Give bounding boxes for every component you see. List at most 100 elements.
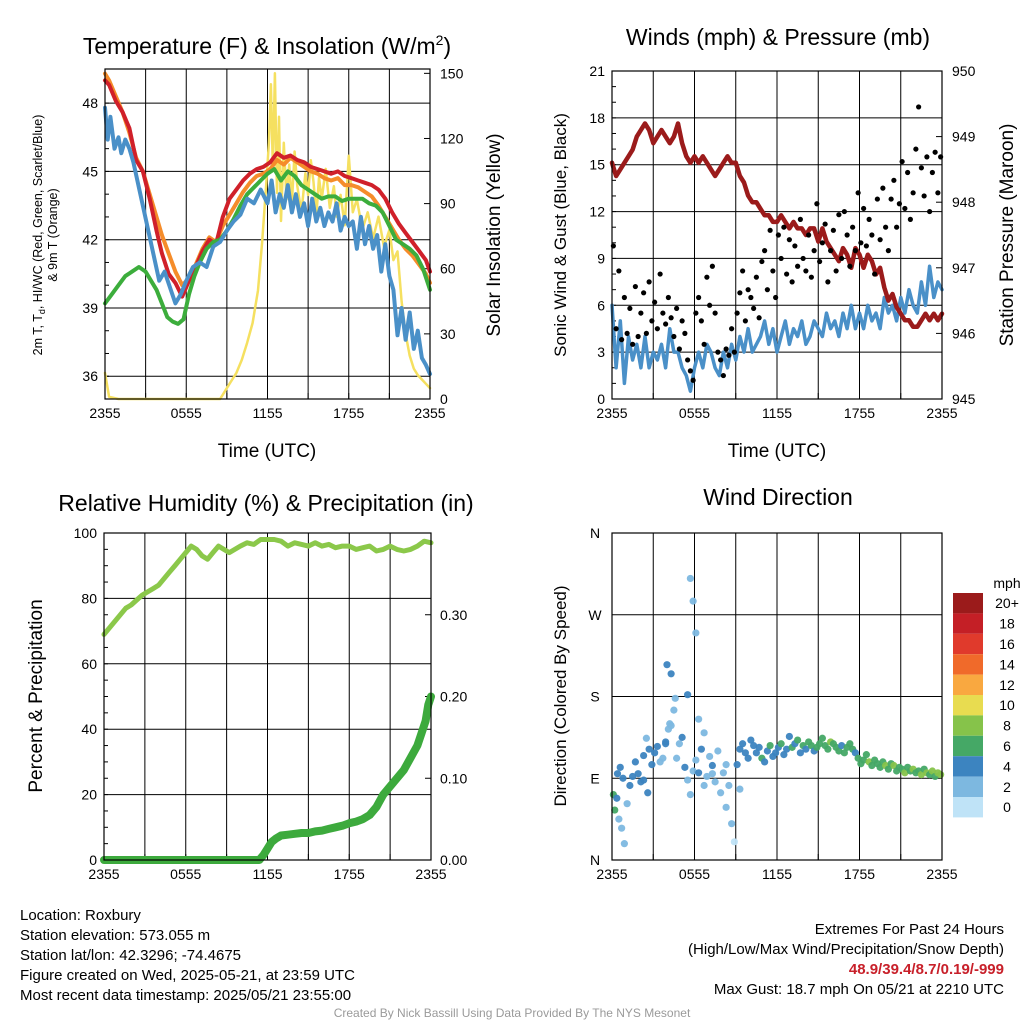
temp-ylabel-rest: , HI/WC (Red, Green, Scarlet/Blue) (31, 115, 45, 310)
wind-gust-point (715, 349, 721, 355)
dir-point (722, 803, 730, 811)
wind-gust-point (784, 271, 790, 277)
wind-series-pressure (609, 121, 945, 330)
rh-y2tick-label: 0.10 (440, 770, 467, 786)
wind-gust-point (712, 310, 718, 316)
temp-y2tick-label: 60 (440, 261, 456, 277)
legend-swatch (953, 797, 983, 818)
dir-point (802, 745, 810, 753)
wind-gust-point (687, 368, 693, 374)
dir-point (835, 747, 843, 755)
wind-gust-point (775, 232, 781, 238)
dir-point (700, 781, 708, 790)
rh-ytick-label: 0 (89, 852, 97, 868)
info-created: Figure created on Wed, 2025-05-21, at 23… (20, 967, 355, 984)
wind-gust-point (905, 169, 911, 176)
wind-gust-point (899, 158, 905, 165)
dir-xtick-label: 1155 (762, 866, 792, 882)
wind-gust-point (652, 299, 658, 305)
wind-plot: 2355 0555 1155 1755 235503691215182194594694… (551, 63, 1018, 462)
temp-xtick-label: 1755 (333, 405, 364, 421)
wind-gust-point (660, 310, 666, 316)
temp-title: Temperature (F) & Insolation (W/m2) (83, 32, 451, 59)
temp-ytick-label: 36 (82, 368, 98, 384)
dir-point (619, 774, 627, 782)
dir-point (851, 749, 859, 757)
wind-y2tick-label: 945 (952, 391, 976, 407)
dir-point (744, 754, 752, 762)
credit-line: Created By Nick Bassill Using Data Provi… (333, 1006, 691, 1020)
dir-point (763, 747, 771, 755)
wind-gust-point (803, 268, 809, 274)
dir-point (736, 785, 744, 793)
wind-gust-point (902, 205, 908, 212)
wind-gust-point (690, 377, 696, 383)
dir-point (818, 734, 826, 742)
direction-title: Wind Direction (703, 484, 853, 510)
rh-grid (103, 533, 432, 860)
wind-gust-point (701, 341, 707, 347)
dir-point (684, 776, 692, 784)
wind-series-speed (610, 264, 944, 393)
temp-series-temp_9m (103, 71, 432, 288)
dir-xtick-label: 2355 (926, 866, 957, 882)
wind-gust-point (709, 263, 715, 269)
temp-plot: 2355 0555 1155 1755 2355 36 39 42 45 48 0 30 60 90 120… (31, 65, 505, 462)
wind-gust-point (751, 305, 757, 312)
dir-point (700, 729, 708, 737)
wind-gust-point (822, 221, 828, 227)
wind-ytick-label: 9 (597, 250, 605, 266)
wind-gust-point (693, 310, 699, 316)
wind-gust-point (635, 333, 641, 340)
wind-gust-point (668, 315, 674, 321)
dir-point (689, 767, 697, 775)
wind-gust-point (817, 258, 823, 265)
wind-gust-point (786, 237, 792, 243)
dir-ytick-label: W (588, 607, 602, 623)
info-location: Location: Roxbury (20, 907, 141, 924)
dir-point (613, 794, 621, 802)
legend-swatch (953, 715, 983, 736)
wind-ytick-label: 0 (597, 391, 605, 407)
rh-ytick-label: 20 (81, 787, 97, 803)
wind-gust-point (643, 330, 649, 336)
wind-gust-point (885, 248, 891, 254)
dir-point (695, 769, 703, 777)
wind-gust-point (858, 240, 864, 246)
wind-gust-point (861, 205, 867, 212)
wind-gust-point (883, 224, 889, 230)
wind-panel: Winds (mph) & Pressure (mb) 2355 0555 1155… (551, 24, 1018, 462)
wind-gust-point (806, 232, 812, 238)
wind-ytick-label: 21 (589, 63, 605, 79)
rh-xtick-label: 1755 (334, 866, 365, 882)
dir-point (876, 763, 884, 771)
dir-point (670, 706, 678, 714)
wind-gust-point (896, 201, 902, 207)
dir-point (780, 751, 788, 759)
wind-gust-point (745, 287, 751, 293)
wind-gust-point (808, 274, 814, 280)
dir-point (719, 769, 727, 777)
legend-label: 10 (999, 697, 1015, 713)
dir-point (752, 749, 760, 757)
wind-gust-point (726, 352, 732, 358)
legend-label: 6 (1003, 738, 1011, 754)
temp-ytick-label: 45 (82, 163, 98, 179)
dir-point (747, 736, 755, 744)
wind-gust-point (932, 149, 938, 155)
wind-gust-point (657, 271, 663, 277)
temp-ylabel: 2m T, Td, HI/WC (Red, Green, Scarlet/Blu… (31, 115, 60, 356)
rh-y2tick-label: 0.00 (440, 852, 467, 868)
dir-point (711, 778, 719, 786)
dir-point (772, 749, 780, 757)
dir-point (854, 754, 862, 762)
wind-gust-point (778, 255, 784, 262)
dir-point (613, 770, 622, 778)
wind-gust-point (734, 310, 740, 316)
dir-point (648, 761, 656, 769)
dir-point (816, 740, 824, 748)
wind-gust-point (740, 268, 746, 274)
wind-gust-point (877, 237, 883, 243)
legend-label: 16 (999, 636, 1015, 652)
